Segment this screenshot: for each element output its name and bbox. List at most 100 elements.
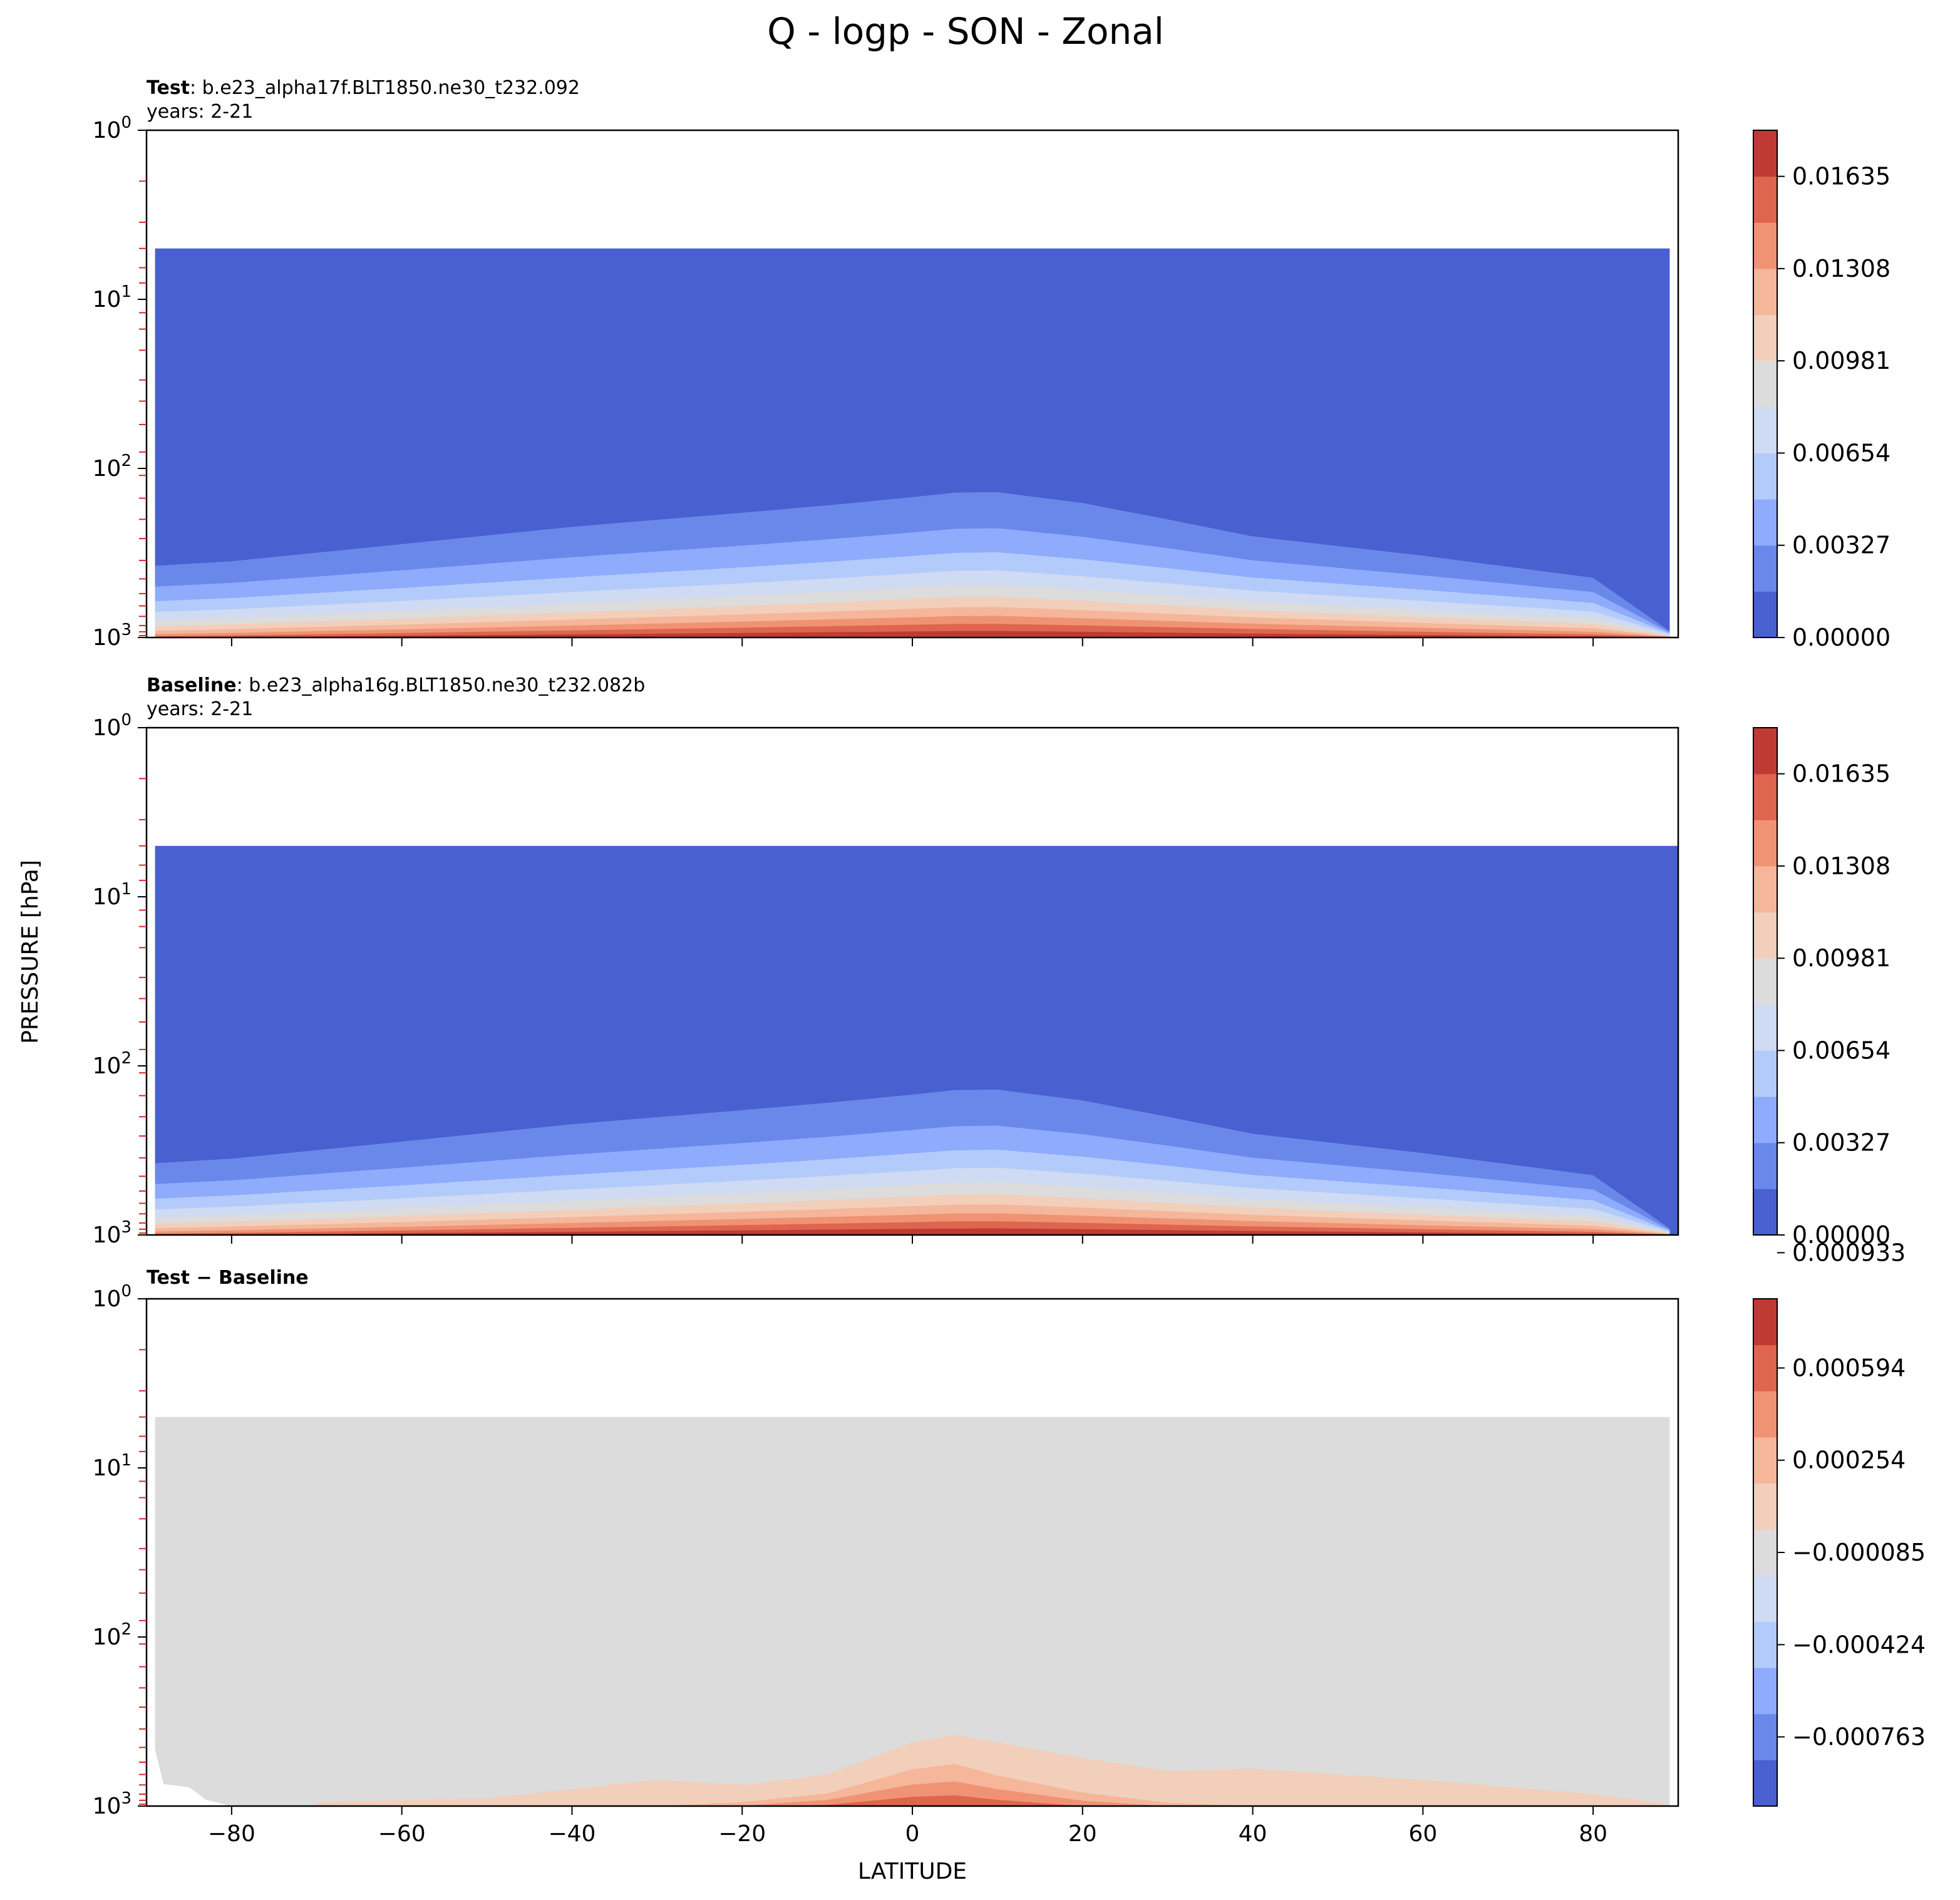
panel-years: years: 2-21 — [147, 101, 253, 123]
colorbar-tick-label: −0.000763 — [1792, 1723, 1926, 1751]
colorbar-tick-label: 0.01635 — [1792, 163, 1890, 190]
colorbar-swatch — [1753, 1142, 1777, 1189]
panel-label: Test − Baseline — [147, 1267, 309, 1289]
colorbar-tick-label: 0.00654 — [1792, 439, 1890, 467]
colorbar-frame — [1753, 727, 1778, 1236]
y-tick-label: 102 — [93, 1049, 132, 1079]
x-tick-label: −40 — [548, 1821, 596, 1847]
y-tick-label: 101 — [93, 282, 132, 312]
panel-label-bold: Test − Baseline — [147, 1267, 309, 1289]
x-tick-label: −60 — [378, 1821, 426, 1847]
colorbar-frame — [1753, 130, 1778, 638]
colorbar-swatch — [1753, 1483, 1777, 1530]
colorbar-tick-label: 0.00654 — [1792, 1036, 1890, 1064]
contour-fill-neutral — [155, 1417, 1670, 1806]
colorbar-swatch — [1753, 958, 1777, 1005]
colorbar-swatch — [1753, 1097, 1777, 1144]
panel-label-bold: Baseline — [147, 674, 237, 696]
colorbar-tick-label: 0.01308 — [1792, 255, 1890, 282]
x-tick-label: 60 — [1408, 1821, 1437, 1847]
y-tick-label: 100 — [93, 1282, 132, 1312]
x-tick-label: 40 — [1239, 1821, 1267, 1847]
colorbar-swatch — [1753, 728, 1777, 775]
colorbar-tick-label: 0.000594 — [1792, 1354, 1906, 1381]
model-level-ticks — [139, 1349, 147, 1805]
colorbar-swatch — [1753, 1391, 1777, 1438]
colorbar-swatch — [1753, 1668, 1777, 1715]
colorbar-tick-label: −0.000085 — [1792, 1539, 1926, 1566]
colorbar-swatch — [1753, 865, 1777, 913]
colorbar-swatch — [1753, 1189, 1777, 1236]
anomaly-band-3 — [316, 1781, 1670, 1806]
colorbar-tick-label: 0.00981 — [1792, 347, 1890, 374]
contour-band-10 — [155, 631, 1670, 638]
colorbar: 0.00000 0.00327 0.00654 0.00981 0.01308 0.016… — [1753, 130, 1890, 651]
colorbar-swatch — [1753, 499, 1777, 546]
colorbar-tick-label: 0.00327 — [1792, 532, 1890, 559]
y-tick-label: 101 — [93, 1451, 132, 1481]
colorbar-swatch — [1753, 1437, 1777, 1484]
contour-band-10 — [155, 1228, 1670, 1235]
colorbar-tick-label: 0.00981 — [1792, 944, 1890, 972]
colorbar-swatch — [1753, 591, 1777, 638]
colorbar-swatch — [1753, 1760, 1777, 1807]
model-level-ticks — [139, 180, 147, 637]
colorbar-swatch — [1753, 1529, 1777, 1576]
panel-label: Baseline: b.e23_alpha16g.BLT1850.ne30_t2… — [147, 674, 645, 696]
colorbar-swatch — [1753, 314, 1777, 361]
colorbar-swatch — [1753, 406, 1777, 453]
colorbar-tick-label: 0.01308 — [1792, 852, 1890, 880]
colorbar-swatch — [1753, 176, 1777, 223]
y-tick-label: 100 — [93, 711, 132, 741]
panel-label-bold: Test — [147, 77, 190, 99]
y-tick-label: 103 — [93, 1789, 132, 1819]
model-level-ticks — [139, 778, 147, 1234]
colorbar-tick-label: 0.000933 — [1792, 1239, 1906, 1266]
y-tick-label: 100 — [93, 113, 132, 143]
colorbar-swatch — [1753, 361, 1777, 408]
panel-label-case: : b.e23_alpha16g.BLT1850.ne30_t232.082b — [237, 674, 646, 696]
colorbar: 0.00000 0.00327 0.00654 0.00981 0.01308 0.016… — [1753, 727, 1890, 1249]
colorbar-swatch — [1753, 1004, 1777, 1051]
colorbar-swatch — [1753, 222, 1777, 269]
x-axis-label: LATITUDE — [858, 1859, 967, 1884]
y-tick-label: 102 — [93, 452, 132, 482]
y-tick-label: 101 — [93, 880, 132, 910]
y-tick-label: 102 — [93, 1620, 132, 1650]
figure-title: Q - logp - SON - Zonal — [767, 10, 1164, 53]
panel-years: years: 2-21 — [147, 698, 253, 720]
x-tick-label: 20 — [1068, 1821, 1097, 1847]
y-tick-label: 103 — [93, 621, 132, 651]
colorbar: −0.000763 −0.000424 −0.000085 0.000254 0.000… — [1753, 1239, 1926, 1807]
colorbar-swatch — [1753, 773, 1777, 820]
colorbar-swatch — [1753, 1575, 1777, 1622]
colorbar-swatch — [1753, 545, 1777, 592]
colorbar-tick-label: 0.00000 — [1792, 624, 1890, 651]
colorbar-swatch — [1753, 912, 1777, 959]
x-tick-label: −20 — [718, 1821, 766, 1847]
y-axis-label: PRESSURE [hPa] — [18, 860, 43, 1044]
colorbar-swatch — [1753, 453, 1777, 500]
colorbar-swatch — [1753, 1345, 1777, 1391]
anomaly-band-4 — [316, 1795, 1670, 1806]
x-tick-label: 80 — [1579, 1821, 1607, 1847]
y-tick-label: 103 — [93, 1218, 132, 1248]
colorbar-tick-label: 0.01635 — [1792, 760, 1890, 788]
anomaly-band-2 — [316, 1763, 1670, 1806]
colorbar-tick-label: 0.00000 — [1792, 1221, 1890, 1249]
x-tick-label: 0 — [905, 1821, 920, 1847]
panel-baseline: Baseline: b.e23_alpha16g.BLT1850.ne30_t2… — [93, 674, 1891, 1249]
x-tick-label: −80 — [208, 1821, 255, 1847]
colorbar-tick-label: 0.000254 — [1792, 1447, 1906, 1474]
colorbar-swatch — [1753, 1621, 1777, 1668]
panel-label-case: : b.e23_alpha17f.BLT1850.ne30_t232.092 — [190, 77, 580, 99]
colorbar-swatch — [1753, 268, 1777, 316]
colorbar-tick-label: −0.000424 — [1792, 1631, 1926, 1658]
panel-difference: Test − Baseline 100 101 102 103 −80 −60 −40 −20 0… — [93, 1239, 1926, 1847]
panel-label: Test: b.e23_alpha17f.BLT1850.ne30_t232.0… — [147, 77, 580, 99]
colorbar-swatch — [1753, 1050, 1777, 1097]
panel-test: Test: b.e23_alpha17f.BLT1850.ne30_t232.0… — [93, 77, 1891, 651]
colorbar-tick-label: 0.00327 — [1792, 1129, 1890, 1157]
colorbar-swatch — [1753, 130, 1777, 177]
